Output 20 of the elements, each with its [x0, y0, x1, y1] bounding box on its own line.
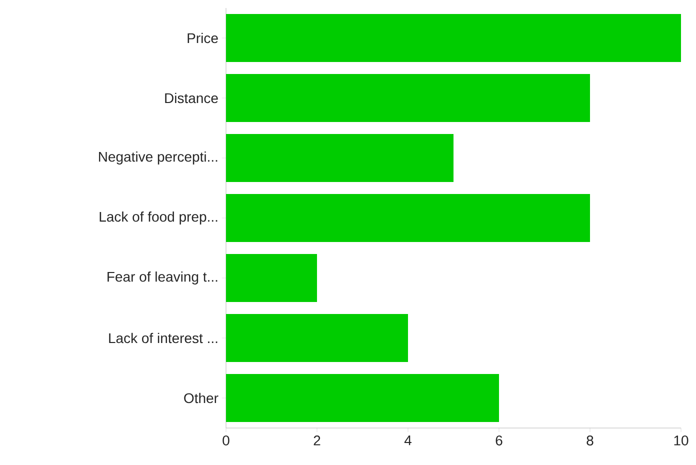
x-tick-label: 8: [586, 436, 594, 446]
x-tick-label: 0: [222, 436, 230, 446]
y-tick-label: Negative percepti...: [99, 151, 218, 165]
bar: [226, 254, 318, 302]
y-tick-label: Fear of leaving t...: [108, 271, 218, 285]
bar: [226, 374, 500, 422]
y-tick-label: Other: [184, 392, 218, 404]
bar: [226, 74, 590, 122]
y-tick-label: Lack of interest ...: [109, 332, 218, 344]
x-tick-label: 10: [674, 436, 688, 446]
bar: [226, 134, 454, 182]
bar: [226, 194, 590, 242]
y-tick-label: Lack of food prep...: [100, 211, 218, 225]
y-tick-label: Distance: [165, 92, 218, 104]
bar: [226, 14, 682, 62]
bar: [226, 314, 408, 362]
x-tick-label: 6: [496, 436, 502, 446]
x-tick-label: 4: [404, 436, 412, 446]
y-tick-label: Price: [188, 32, 218, 44]
x-tick-label: 2: [314, 436, 320, 446]
